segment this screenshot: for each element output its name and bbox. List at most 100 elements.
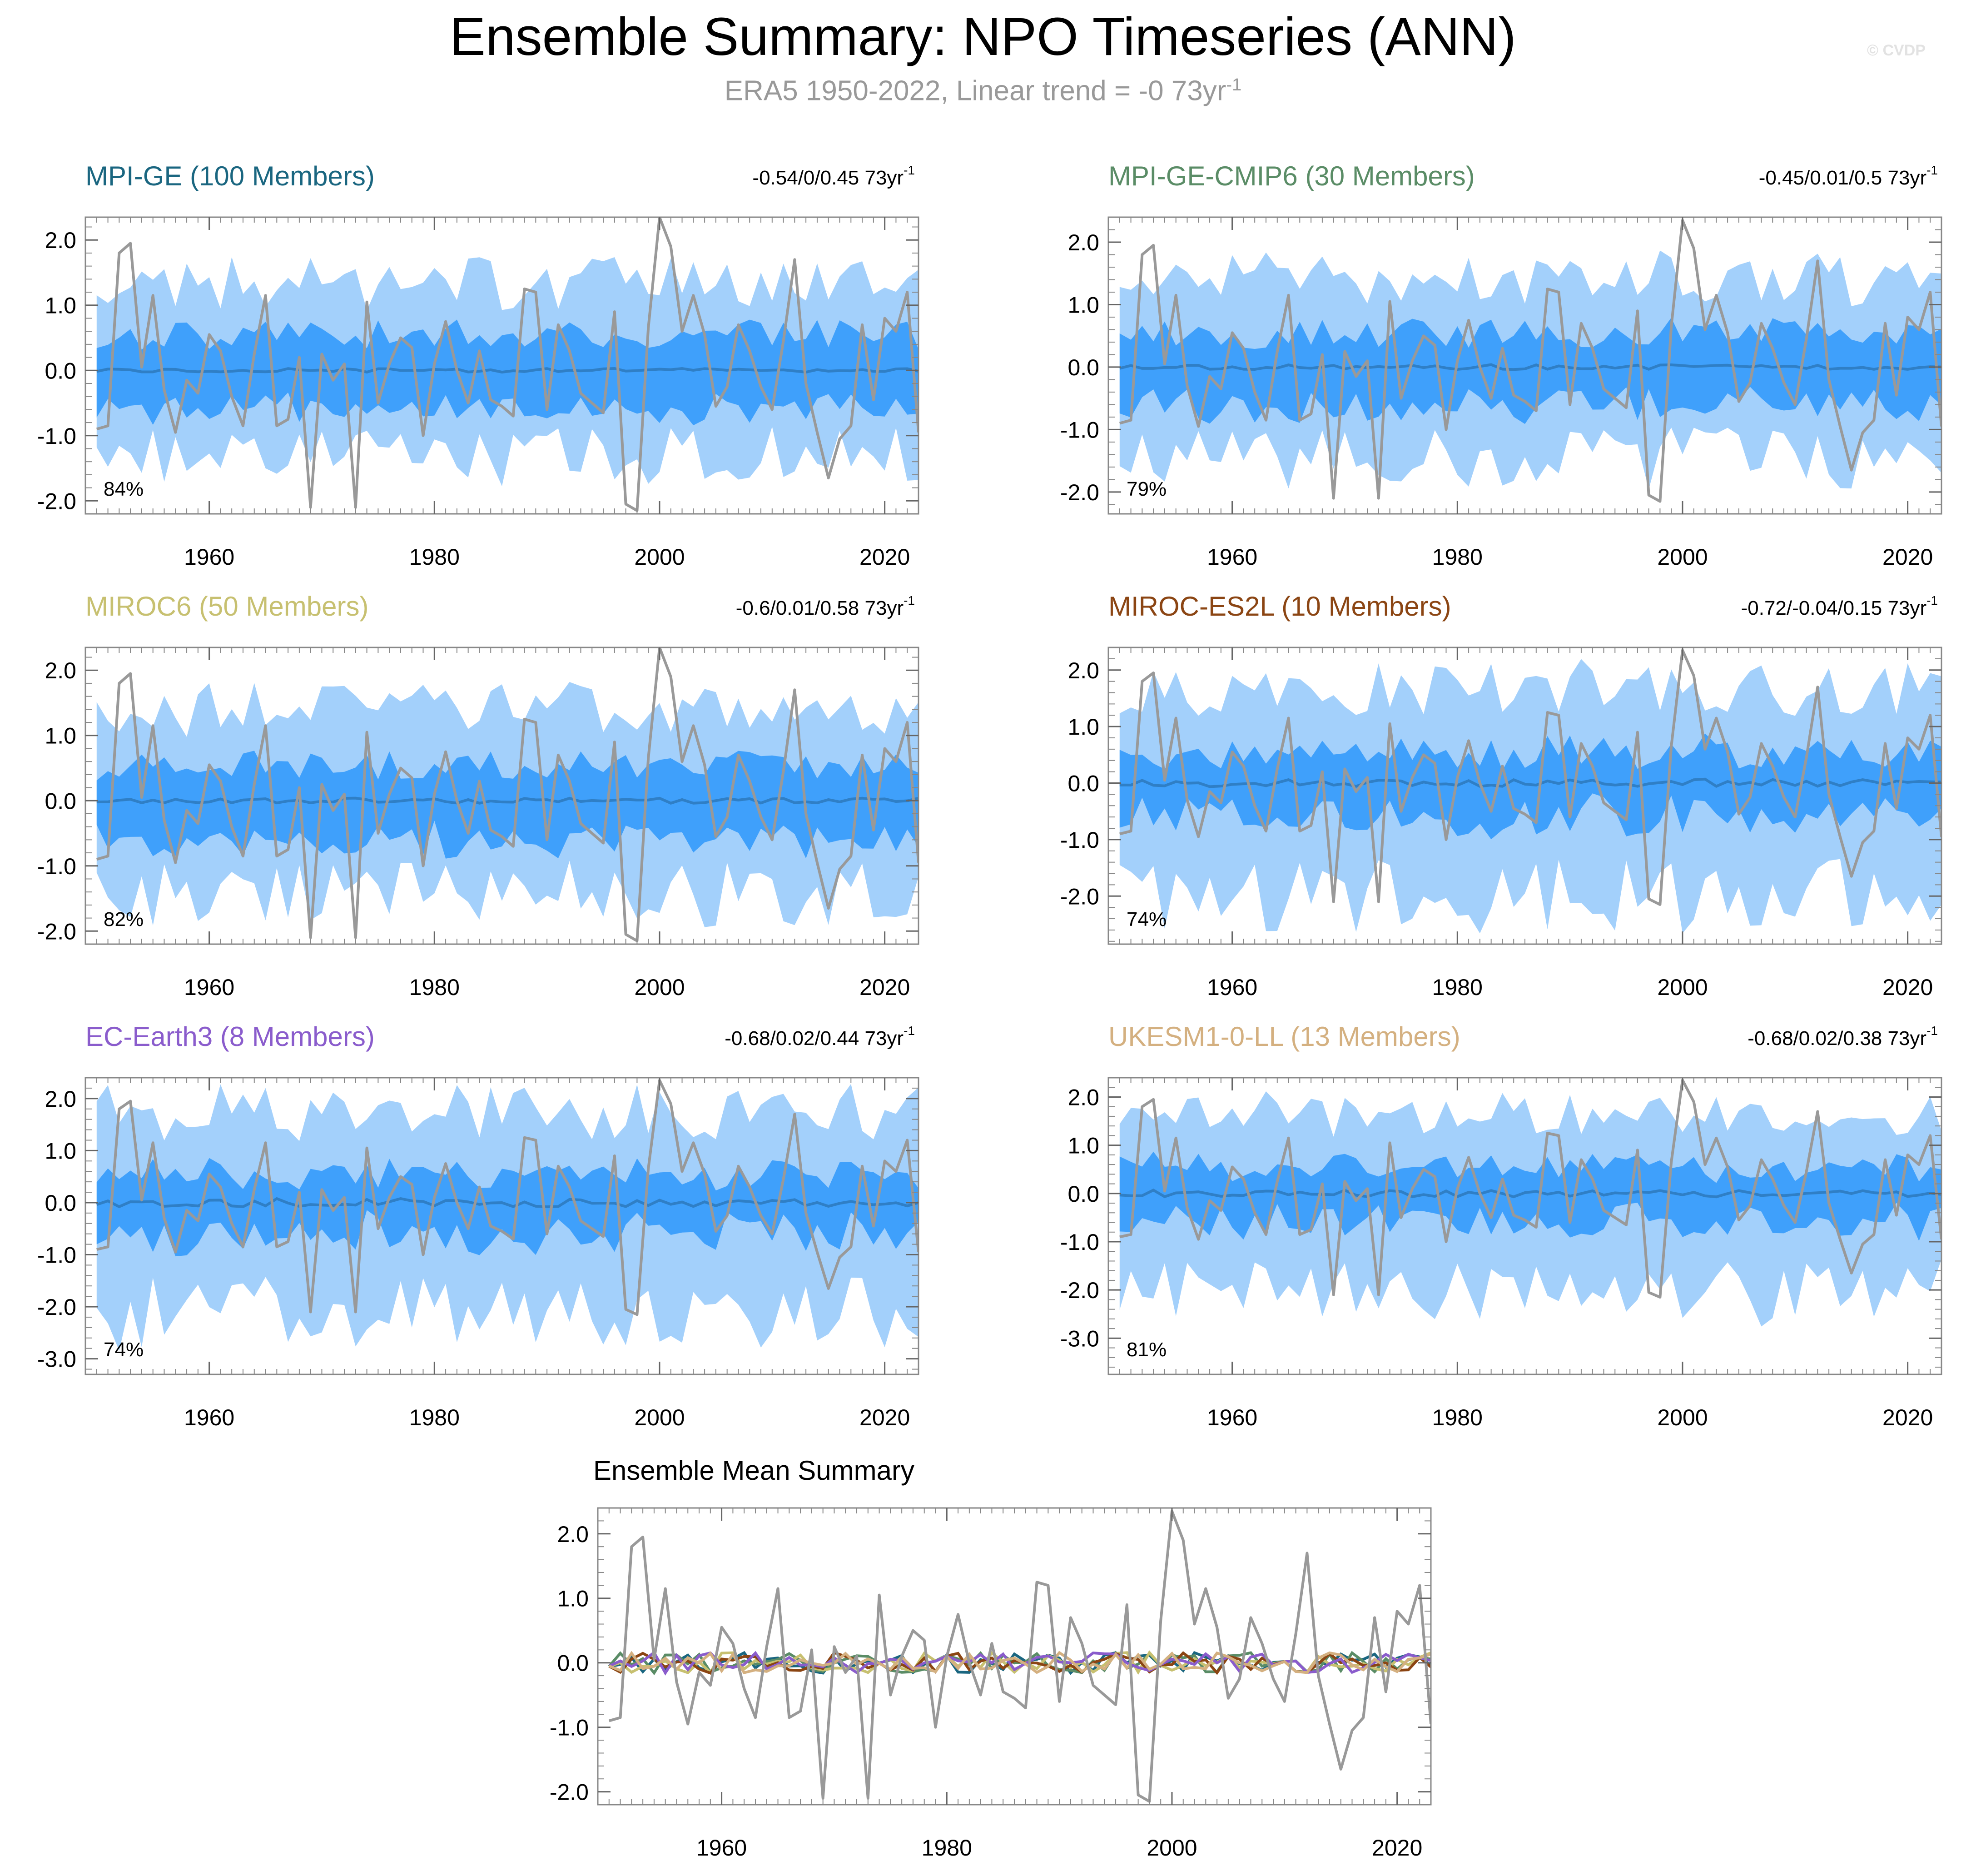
observations-line: [1119, 1079, 1941, 1299]
percent-within-spread: 84%: [104, 478, 144, 500]
y-tick-label: 2.0: [45, 1086, 76, 1112]
y-tick-label: -1.0: [550, 1715, 589, 1741]
trend-exponent: -1: [904, 1024, 915, 1038]
y-tick-label: -3.0: [37, 1347, 76, 1372]
ensemble-mean-series-5: [608, 1650, 1431, 1676]
y-tick-label: 1.0: [45, 723, 76, 749]
x-tick-label: 2020: [1882, 544, 1933, 570]
page-subtitle: ERA5 1950-2022, Linear trend = -0 73yr-1: [0, 76, 1966, 105]
x-tick-label: 2000: [1657, 975, 1708, 1000]
y-tick-label: 0.0: [1067, 1181, 1099, 1207]
trend-exponent: -1: [1926, 1024, 1938, 1038]
ensemble-mean-line: [1119, 363, 1941, 371]
x-tick-label: 2000: [634, 1405, 685, 1430]
x-tick-label: 1960: [696, 1835, 747, 1861]
trend-range-label: -0.72/-0.04/0.15 73yr-1: [1741, 593, 1938, 619]
y-tick-label: -2.0: [1060, 1278, 1099, 1303]
x-tick-label: 1960: [184, 975, 234, 1000]
ensemble-mean-line: [96, 367, 918, 374]
y-tick-label: 2.0: [45, 658, 76, 683]
x-tick-label: 2000: [634, 975, 685, 1000]
y-tick-label: -1.0: [1060, 417, 1099, 443]
observations-line: [1119, 649, 1941, 906]
percent-within-spread: 82%: [104, 908, 144, 931]
trend-range-label: -0.54/0/0.45 73yr-1: [752, 163, 915, 189]
y-tick-label: -1.0: [37, 1243, 76, 1268]
y-tick-label: 1.0: [1067, 1133, 1099, 1159]
y-tick-label: -2.0: [37, 919, 76, 944]
y-tick-label: 2.0: [1067, 658, 1099, 683]
y-tick-label: -3.0: [1060, 1326, 1099, 1351]
cvdp-watermark: © CVDP: [1867, 42, 1926, 59]
x-tick-label: 1980: [409, 975, 460, 1000]
y-tick-label: -2.0: [550, 1780, 589, 1805]
y-tick-label: -1.0: [37, 854, 76, 879]
y-tick-label: 0.0: [45, 358, 76, 383]
y-tick-label: 0.0: [1067, 355, 1099, 380]
ensemble-mean-line: [1119, 777, 1941, 788]
y-tick-label: 1.0: [557, 1586, 589, 1612]
x-tick-label: 1960: [1207, 544, 1257, 570]
trend-range-label: -0.68/0.02/0.44 73yr-1: [725, 1024, 915, 1050]
panel-title: MIROC-ES2L (10 Members): [1108, 591, 1451, 622]
x-tick-label: 2000: [1657, 544, 1708, 570]
chart-panel-4: 2.0 1.0 0.0 -1.0 -2.0 1960 1980 2000 2020 MIROC-E…: [1060, 591, 1942, 1000]
percent-within-spread: 79%: [1127, 478, 1167, 500]
x-tick-label: 2000: [1147, 1835, 1197, 1861]
trend-range-label: -0.68/0.02/0.38 73yr-1: [1748, 1024, 1938, 1050]
y-tick-label: 2.0: [1067, 230, 1099, 255]
x-tick-label: 1960: [184, 544, 234, 570]
y-tick-label: -1.0: [37, 423, 76, 449]
trend-exponent: -1: [904, 163, 915, 177]
plot-area: [96, 647, 918, 942]
plot-area: [608, 1510, 1431, 1803]
x-tick-label: 2020: [859, 544, 910, 570]
chart-panel-5: 2.0 1.0 0.0 -1.0 -2.0 -3.0 1960 1980 2000 2020 EC-…: [37, 1021, 919, 1430]
y-tick-label: 1.0: [1067, 292, 1099, 318]
inner-spread-band: [1119, 1151, 1941, 1241]
y-tick-label: 0.0: [45, 1190, 76, 1216]
y-tick-label: 1.0: [45, 293, 76, 318]
x-tick-label: 1980: [922, 1835, 972, 1861]
x-tick-label: 2020: [1882, 1405, 1933, 1430]
x-tick-label: 1980: [409, 544, 460, 570]
panel-title: Ensemble Mean Summary: [593, 1455, 914, 1486]
chart-panel-6: 2.0 1.0 0.0 -1.0 -2.0 -3.0 1960 1980 2000 2020 UKE…: [1060, 1021, 1942, 1430]
y-tick-label: 1.0: [1067, 714, 1099, 740]
y-tick-label: 1.0: [45, 1138, 76, 1164]
subtitle-text: ERA5 1950-2022, Linear trend = -0 73yr: [724, 75, 1226, 107]
chart-panel-3: 2.0 1.0 0.0 -1.0 -2.0 1960 1980 2000 2020 MIROC6 …: [37, 591, 919, 1000]
ensemble-mean-series-6: [608, 1651, 1431, 1674]
chart-panel-2: 2.0 1.0 0.0 -1.0 -2.0 1960 1980 2000 2020 MPI-GE-…: [1060, 161, 1942, 570]
ensemble-mean-line: [1119, 1189, 1941, 1199]
x-tick-label: 2020: [1372, 1835, 1422, 1861]
x-tick-label: 1980: [409, 1405, 460, 1430]
x-tick-label: 2000: [1657, 1405, 1708, 1430]
x-tick-label: 2020: [1882, 975, 1933, 1000]
percent-within-spread: 81%: [1127, 1339, 1167, 1361]
trend-exponent: -1: [904, 593, 915, 607]
trend-text: -0.6/0.01/0.58 73yr: [736, 597, 904, 619]
trend-text: -0.54/0/0.45 73yr: [752, 167, 904, 189]
percent-within-spread: 74%: [104, 1339, 144, 1361]
trend-text: -0.68/0.02/0.38 73yr: [1748, 1027, 1926, 1050]
observations-line: [96, 217, 918, 512]
x-tick-label: 1960: [1207, 1405, 1257, 1430]
ensemble-mean-line: [96, 796, 918, 805]
y-tick-label: -2.0: [1060, 480, 1099, 505]
chart-panel-7: 2.0 1.0 0.0 -1.0 -2.0 1960 1980 2000 2020 Ensembl…: [550, 1455, 1432, 1861]
panel-title: MPI-GE (100 Members): [85, 161, 375, 191]
y-tick-label: 0.0: [45, 788, 76, 814]
x-tick-label: 1980: [1432, 975, 1483, 1000]
subtitle-exponent: -1: [1226, 75, 1242, 95]
percent-within-spread: 74%: [1127, 908, 1167, 931]
trend-exponent: -1: [1926, 593, 1938, 607]
observations-line: [96, 647, 918, 942]
plot-area: [1119, 219, 1941, 503]
ensemble-mean-line: [96, 1197, 918, 1209]
x-tick-label: 1980: [1432, 1405, 1483, 1430]
chart-panel-1: 2.0 1.0 0.0 -1.0 -2.0 1960 1980 2000 2020 MPI-GE …: [37, 161, 919, 570]
panel-title: MIROC6 (50 Members): [85, 591, 368, 622]
x-tick-label: 1980: [1432, 544, 1483, 570]
